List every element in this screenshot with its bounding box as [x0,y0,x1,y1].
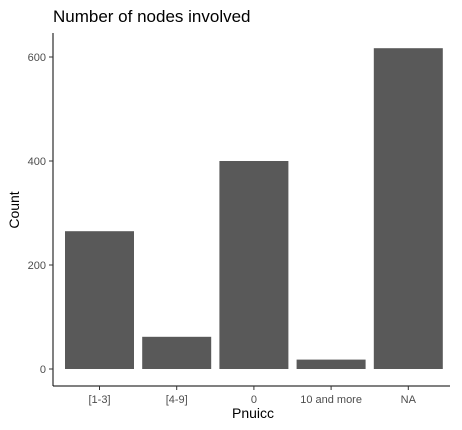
bars-group [65,48,443,369]
x-tick-label-2: 0 [251,394,257,406]
x-ticks-group: [1-3] [4-9] 0 10 and more NA [88,386,417,406]
y-tick-label-0: 0 [40,364,46,376]
y-tick-label-3: 600 [28,52,46,64]
y-ticks-group: 0 200 400 600 [28,52,53,376]
x-tick-label-4: NA [401,394,417,406]
bar-2 [219,161,289,369]
bar-0 [65,231,134,369]
y-tick-label-2: 400 [28,156,46,168]
bar-3 [296,359,366,369]
y-axis-title: Count [6,191,22,228]
x-axis-title: Pnuicc [232,405,274,421]
x-tick-label-1: [4-9] [166,394,188,406]
chart-title: Number of nodes involved [53,7,251,26]
bar-4 [373,48,443,369]
x-tick-label-3: 10 and more [300,394,362,406]
y-tick-label-1: 200 [28,260,46,272]
bar-1 [142,336,212,369]
x-tick-label-0: [1-3] [88,394,110,406]
